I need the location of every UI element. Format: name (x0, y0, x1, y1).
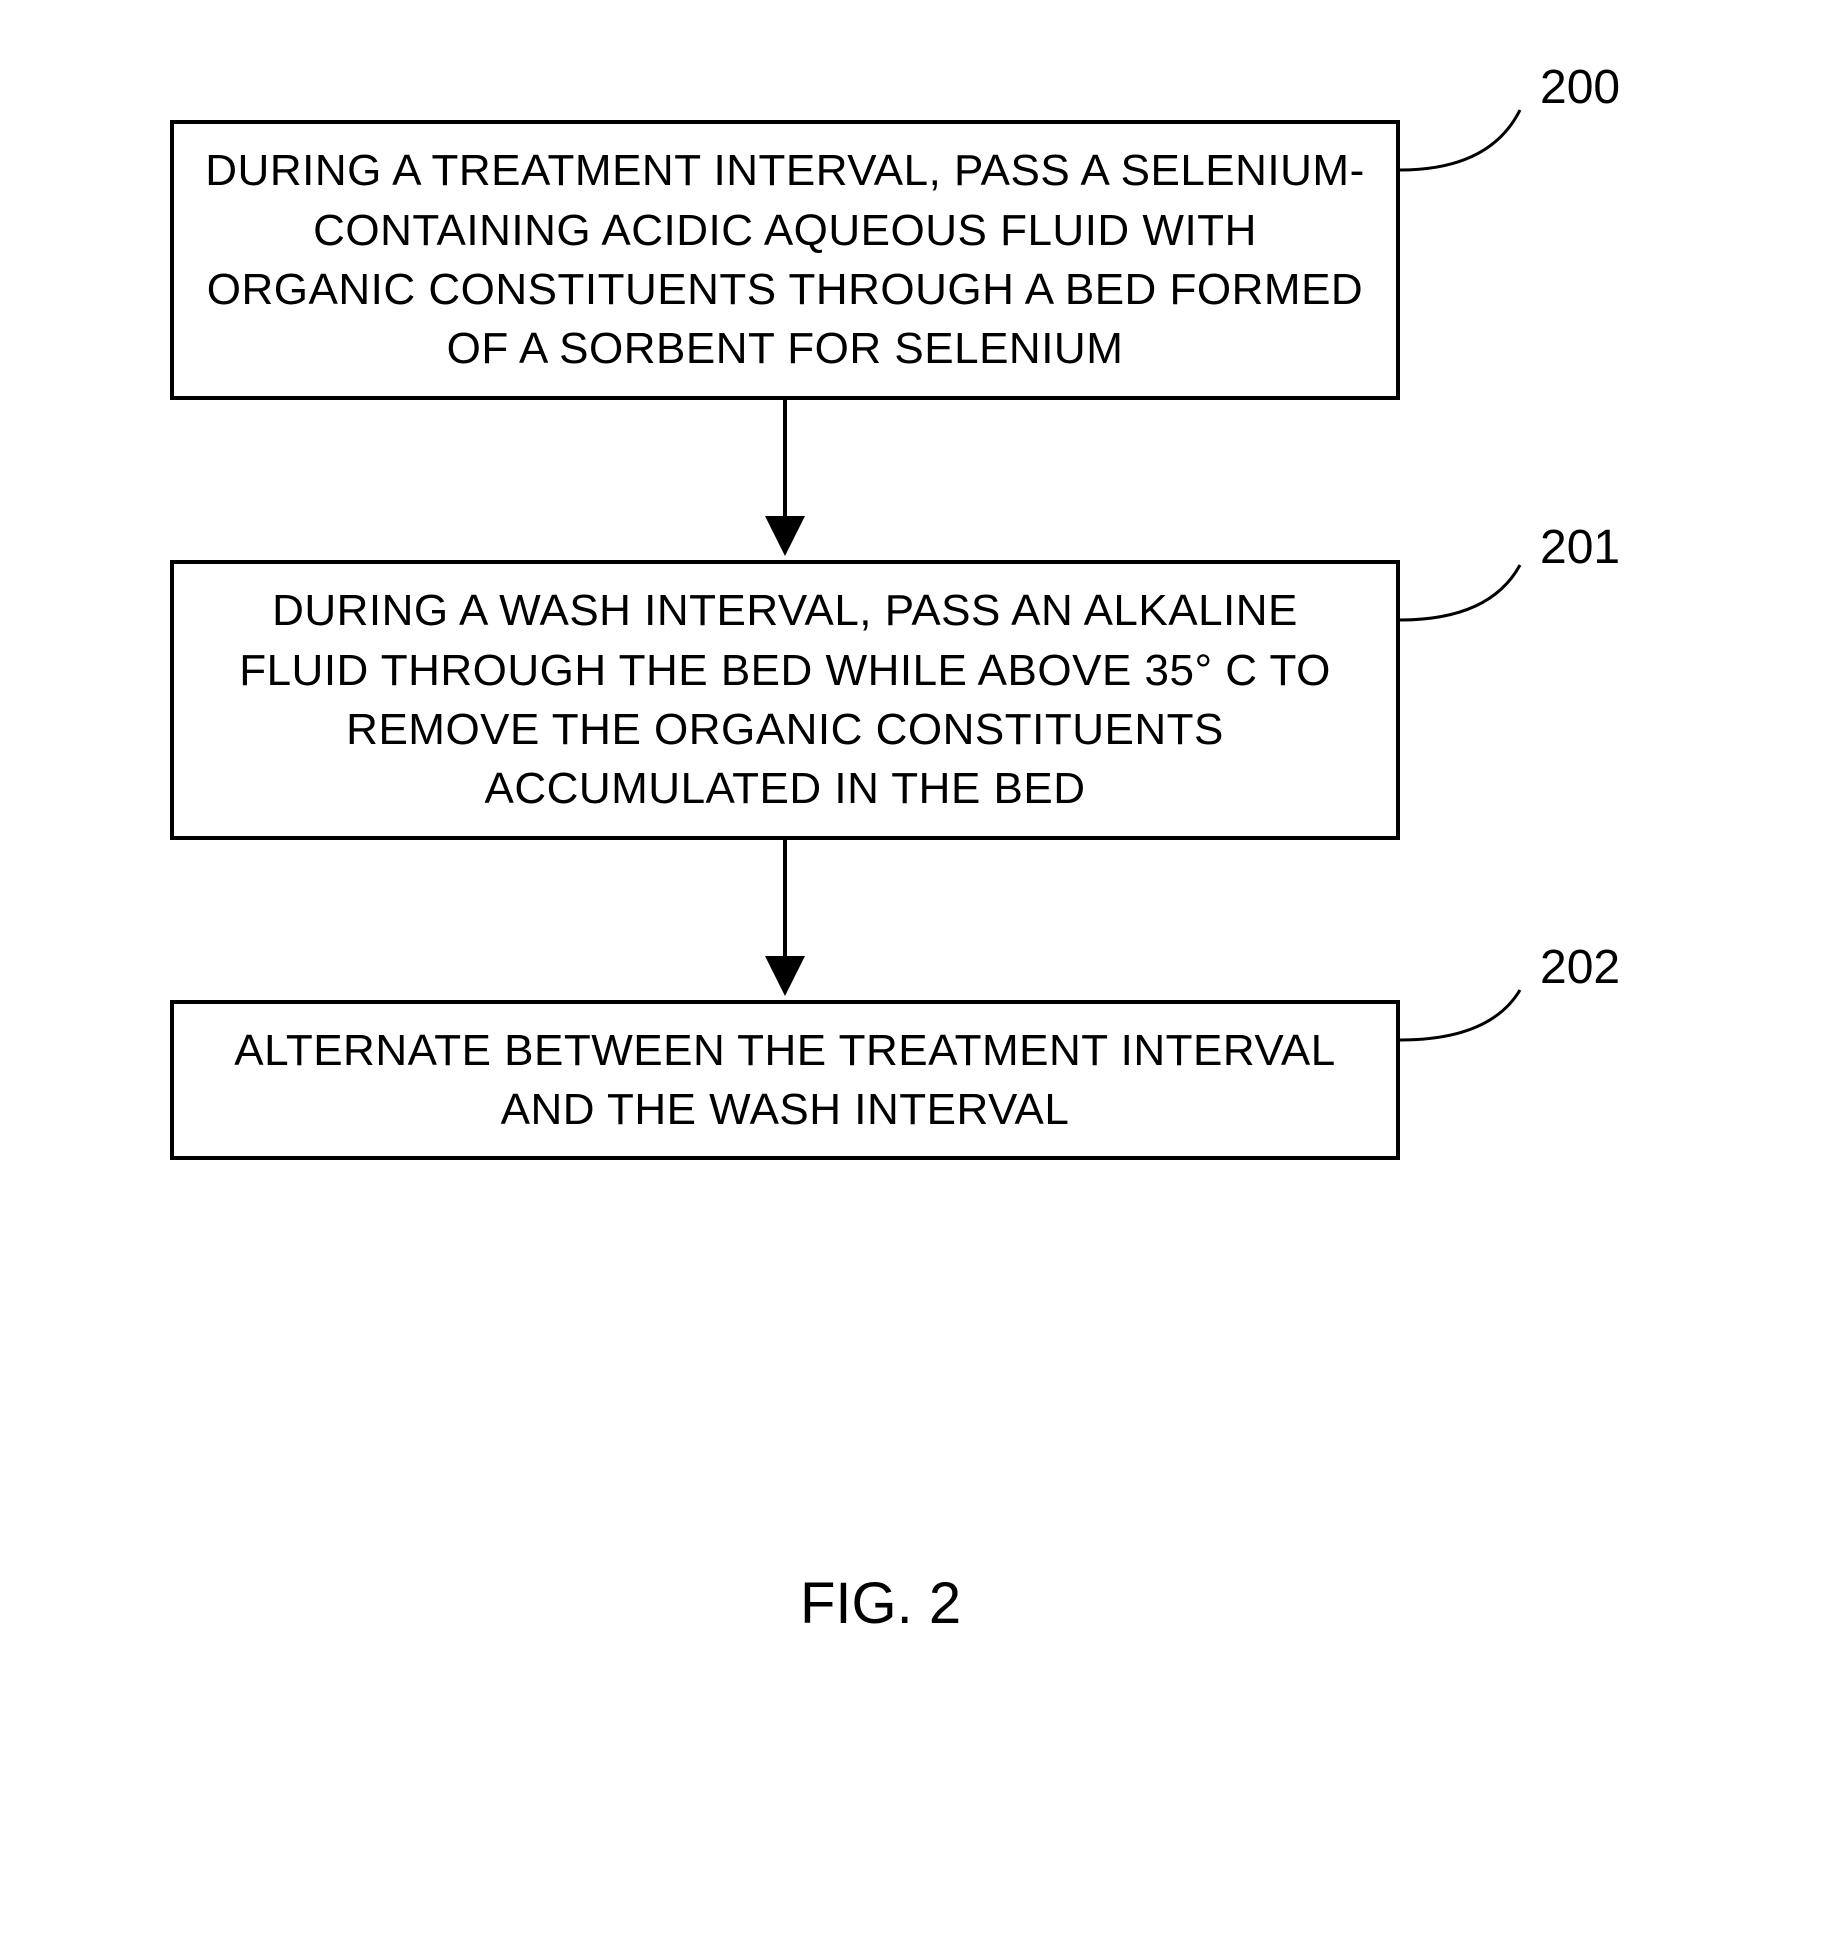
figure-label: FIG. 2 (800, 1570, 961, 1637)
leader-202 (1400, 990, 1520, 1040)
flow-step-202-text: ALTERNATE BETWEEN THE TREATMENT INTERVAL… (204, 1021, 1366, 1140)
flow-step-200-text: DURING A TREATMENT INTERVAL, PASS A SELE… (204, 141, 1366, 379)
ref-label-202: 202 (1540, 940, 1620, 995)
flow-step-201-text: DURING A WASH INTERVAL, PASS AN ALKALINE… (204, 581, 1366, 819)
ref-label-200: 200 (1540, 60, 1620, 115)
leader-201 (1400, 565, 1520, 620)
flow-step-202: ALTERNATE BETWEEN THE TREATMENT INTERVAL… (170, 1000, 1400, 1160)
flow-step-200: DURING A TREATMENT INTERVAL, PASS A SELE… (170, 120, 1400, 400)
flow-step-201: DURING A WASH INTERVAL, PASS AN ALKALINE… (170, 560, 1400, 840)
leader-200 (1400, 110, 1520, 170)
flowchart-canvas: DURING A TREATMENT INTERVAL, PASS A SELE… (0, 0, 1829, 1944)
ref-label-201: 201 (1540, 520, 1620, 575)
